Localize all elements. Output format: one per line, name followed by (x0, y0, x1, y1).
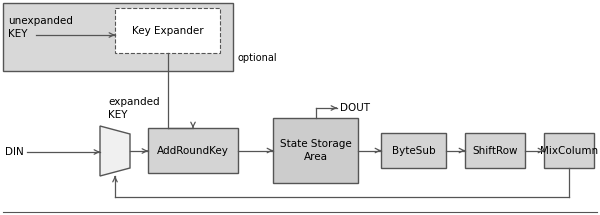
Bar (465, 133, 525, 168)
Text: AddRoundKey: AddRoundKey (157, 146, 229, 155)
Text: unexpanded: unexpanded (8, 16, 73, 26)
Text: State Storage
Area: State Storage Area (280, 139, 352, 162)
Bar (148, 128, 238, 173)
Bar (273, 118, 358, 183)
Bar (115, 8, 220, 53)
Text: ByteSub: ByteSub (392, 146, 436, 155)
Text: expanded: expanded (108, 97, 160, 107)
Text: MixColumn: MixColumn (540, 146, 598, 155)
Bar (544, 133, 594, 168)
Text: DIN: DIN (5, 147, 24, 157)
Text: DOUT: DOUT (340, 103, 370, 113)
Bar (3, 3, 233, 71)
Polygon shape (100, 126, 130, 176)
Text: KEY: KEY (8, 29, 28, 39)
Text: Key Expander: Key Expander (131, 26, 203, 35)
Bar (381, 133, 446, 168)
Text: ShiftRow: ShiftRow (472, 146, 518, 155)
Text: optional: optional (238, 53, 278, 63)
Text: KEY: KEY (108, 110, 128, 120)
